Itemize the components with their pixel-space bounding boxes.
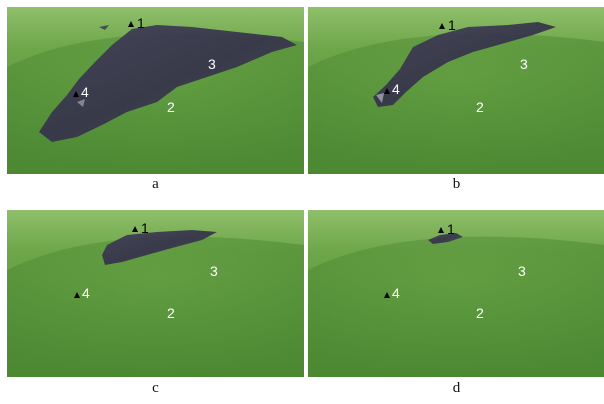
panel-a: 1 2 3 4 [7, 7, 304, 174]
svg-text:3: 3 [520, 56, 528, 72]
svg-text:4: 4 [82, 285, 90, 301]
svg-text:2: 2 [167, 305, 175, 321]
overlay-region-d [428, 233, 463, 244]
marker-2-b: 2 [476, 99, 484, 115]
svg-text:3: 3 [208, 56, 216, 72]
marker-2-d: 2 [476, 305, 484, 321]
terrain-view-d: 1 2 3 4 [308, 210, 604, 377]
marker-3-c: 3 [210, 263, 218, 279]
caption-d: d [452, 380, 461, 396]
overlay-region-b [373, 22, 556, 107]
marker-3-a: 3 [208, 56, 216, 72]
svg-text:4: 4 [392, 81, 400, 97]
svg-text:1: 1 [141, 220, 149, 236]
marker-1-c: 1 [132, 220, 149, 236]
svg-text:2: 2 [476, 99, 484, 115]
terrain-view-b: 1 2 3 4 [308, 7, 604, 174]
overlay-region-a [39, 25, 297, 142]
marker-2-a: 2 [167, 99, 175, 115]
svg-text:4: 4 [392, 285, 400, 301]
svg-text:2: 2 [476, 305, 484, 321]
svg-text:4: 4 [81, 84, 89, 100]
marker-4-a: 4 [73, 84, 89, 100]
panel-d: 1 2 3 4 [308, 210, 604, 377]
panel-b: 1 2 3 4 [308, 7, 604, 174]
svg-text:2: 2 [167, 99, 175, 115]
panel-c: 1 2 3 4 [7, 210, 304, 377]
overlay-region-c [102, 230, 217, 265]
marker-1-a: 1 [128, 15, 145, 31]
marker-1-d: 1 [438, 221, 455, 237]
marker-4-b: 4 [384, 81, 400, 97]
marker-3-d: 3 [518, 263, 526, 279]
marker-4-d: 4 [384, 285, 400, 301]
marker-2-c: 2 [167, 305, 175, 321]
svg-text:3: 3 [210, 263, 218, 279]
svg-text:1: 1 [448, 17, 456, 33]
svg-text:3: 3 [518, 263, 526, 279]
caption-c: c [152, 380, 159, 396]
svg-text:1: 1 [137, 15, 145, 31]
caption-a: a [152, 176, 159, 192]
terrain-view-a: 1 2 3 4 [7, 7, 304, 174]
terrain-view-c: 1 2 3 4 [7, 210, 304, 377]
marker-1-b: 1 [439, 17, 456, 33]
marker-4-c: 4 [74, 285, 90, 301]
caption-b: b [452, 176, 461, 192]
marker-3-b: 3 [520, 56, 528, 72]
svg-text:1: 1 [447, 221, 455, 237]
